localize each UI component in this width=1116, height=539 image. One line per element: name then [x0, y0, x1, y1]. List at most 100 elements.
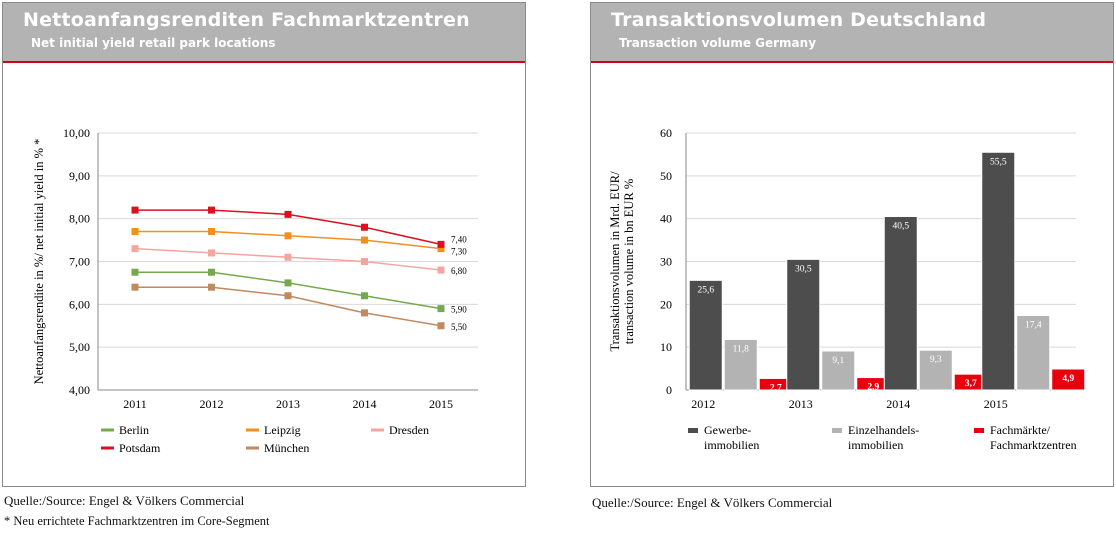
- data-point-leipzig: [437, 245, 445, 253]
- legend-label: Leipzig: [264, 423, 301, 437]
- data-point-berlin: [131, 268, 139, 276]
- legend-label: Potsdam: [119, 441, 161, 455]
- y-tick-label: 0: [666, 383, 672, 397]
- end-value-label: 5,50: [451, 322, 467, 332]
- y-tick-label: 10,00: [63, 126, 90, 140]
- yield-chart-subtitle: Net initial yield retail park locations: [31, 36, 276, 50]
- legend-label: Berlin: [119, 423, 149, 437]
- legend-label: Fachmärkte/: [990, 423, 1051, 437]
- legend-label: Gewerbe-: [704, 423, 751, 437]
- end-value-label: 7,30: [451, 247, 467, 257]
- y-tick-label: 9,00: [69, 169, 90, 183]
- x-tick-label: 2014: [353, 397, 377, 411]
- bar-value-label: 11,8: [733, 344, 750, 354]
- yield-chart-footnote: * Neu errichtete Fachmarktzentren im Cor…: [4, 514, 270, 528]
- bar-value-label: 40,5: [892, 222, 909, 232]
- yield-chart-title: Nettoanfangsrenditen Fachmarktzentren: [23, 9, 470, 31]
- legend-label: immobilien: [848, 438, 903, 452]
- data-point-münchen: [437, 322, 445, 330]
- end-value-label: 6,80: [451, 266, 467, 276]
- data-point-münchen: [131, 283, 139, 291]
- y-tick-label: 4,00: [69, 383, 90, 397]
- bar-2012-1: [723, 338, 758, 391]
- legend-label: Fachmarktzentren: [990, 438, 1077, 452]
- data-point-dresden: [284, 253, 292, 261]
- volume-chart-header: Transaktionsvolumen Deutschland Transact…: [591, 3, 1113, 63]
- bar-value-label: 25,6: [697, 285, 714, 295]
- y-tick-label: 50: [660, 169, 672, 183]
- yield-chart-panel: Nettoanfangsrenditen Fachmarktzentren Ne…: [2, 2, 526, 487]
- bar-2013-0: [786, 258, 821, 391]
- bar-value-label: 17,4: [1025, 320, 1042, 330]
- bar-2012-0: [688, 279, 723, 391]
- x-tick-label: 2011: [123, 397, 147, 411]
- legend-label: immobilien: [704, 438, 759, 452]
- volume-chart-source: Quelle:/Source: Engel & Völkers Commerci…: [592, 495, 833, 510]
- data-point-dresden: [208, 249, 215, 257]
- legend-swatch: [974, 428, 984, 433]
- y-tick-label: 6,00: [69, 297, 90, 311]
- y-tick-label: 60: [660, 126, 672, 140]
- bar-value-label: 9,1: [832, 356, 844, 366]
- bar-2015-2: [1051, 368, 1086, 391]
- data-point-münchen: [361, 309, 368, 317]
- yield-line-chart: 4,00 5,00 6,00 7,00 8,00 9,00 10,00 2011 2012 201…: [32, 126, 478, 455]
- x-tick-label: 2014: [886, 397, 910, 411]
- x-tick-label: 2012: [200, 397, 224, 411]
- data-point-berlin: [208, 268, 215, 276]
- bar-value-label: 3,7: [965, 379, 977, 389]
- data-point-dresden: [361, 258, 368, 265]
- y-tick-label: 30: [660, 255, 672, 269]
- yield-chart-header: Nettoanfangsrenditen Fachmarktzentren Ne…: [3, 3, 525, 63]
- bar-value-label: 30,5: [795, 264, 812, 274]
- y-tick-label: 40: [660, 212, 672, 226]
- bar-value-label: 55,5: [990, 157, 1007, 167]
- bar-value-label: 2,7: [770, 383, 782, 393]
- data-point-leipzig: [131, 228, 139, 236]
- bar-2013-1: [821, 350, 856, 391]
- data-point-leipzig: [208, 228, 215, 236]
- x-tick-label: 2012: [691, 397, 715, 411]
- data-point-berlin: [284, 279, 292, 287]
- legend-swatch: [832, 428, 842, 433]
- end-value-label: 7,40: [451, 234, 467, 244]
- data-point-potsdam: [284, 210, 292, 218]
- legend-swatch: [688, 428, 698, 433]
- bar-value-label: 4,9: [1062, 374, 1074, 384]
- data-point-berlin: [361, 292, 368, 300]
- data-point-potsdam: [208, 206, 215, 214]
- x-tick-label: 2013: [789, 397, 813, 411]
- volume-chart-subtitle: Transaction volume Germany: [619, 36, 817, 50]
- y-tick-label: 5,00: [69, 340, 90, 354]
- yield-chart-source: Quelle:/Source: Engel & Völkers Commerci…: [4, 493, 245, 508]
- data-point-potsdam: [361, 223, 368, 231]
- bar-value-label: 9,3: [930, 355, 942, 365]
- bar-2014-1: [918, 349, 953, 391]
- data-point-potsdam: [437, 240, 445, 248]
- y-tick-label: 7,00: [69, 255, 90, 269]
- x-tick-label: 2013: [276, 397, 300, 411]
- legend-label: Dresden: [389, 423, 429, 437]
- end-value-label: 5,90: [451, 305, 467, 315]
- legend-label: Einzelhandels-: [848, 423, 919, 437]
- y-axis-label: Nettoanfangsrendite in %/ net initial yi…: [32, 139, 46, 385]
- y-tick-label: 8,00: [69, 212, 90, 226]
- y-tick-label: 20: [660, 297, 672, 311]
- volume-bar-chart: 0 10 20 30 40 50 60 Transaktionsvolumen in Mrd.…: [608, 126, 1086, 452]
- bar-2014-0: [883, 216, 918, 391]
- data-point-leipzig: [361, 236, 368, 244]
- legend-label: München: [264, 441, 309, 455]
- volume-chart-title: Transaktionsvolumen Deutschland: [611, 9, 987, 31]
- data-point-leipzig: [284, 232, 292, 240]
- y-axis-label: Transaktionsvolumen in Mrd. EUR/transact…: [608, 171, 636, 352]
- data-point-dresden: [131, 245, 139, 253]
- data-point-münchen: [208, 283, 215, 291]
- x-tick-label: 2015: [429, 397, 453, 411]
- volume-chart-panel: Transaktionsvolumen Deutschland Transact…: [590, 2, 1114, 487]
- series-line-berlin: [135, 271, 442, 310]
- data-point-berlin: [437, 305, 445, 313]
- data-point-dresden: [437, 266, 445, 274]
- x-tick-label: 2015: [984, 397, 1008, 411]
- bar-value-label: 2,9: [867, 383, 879, 393]
- y-tick-label: 10: [660, 340, 672, 354]
